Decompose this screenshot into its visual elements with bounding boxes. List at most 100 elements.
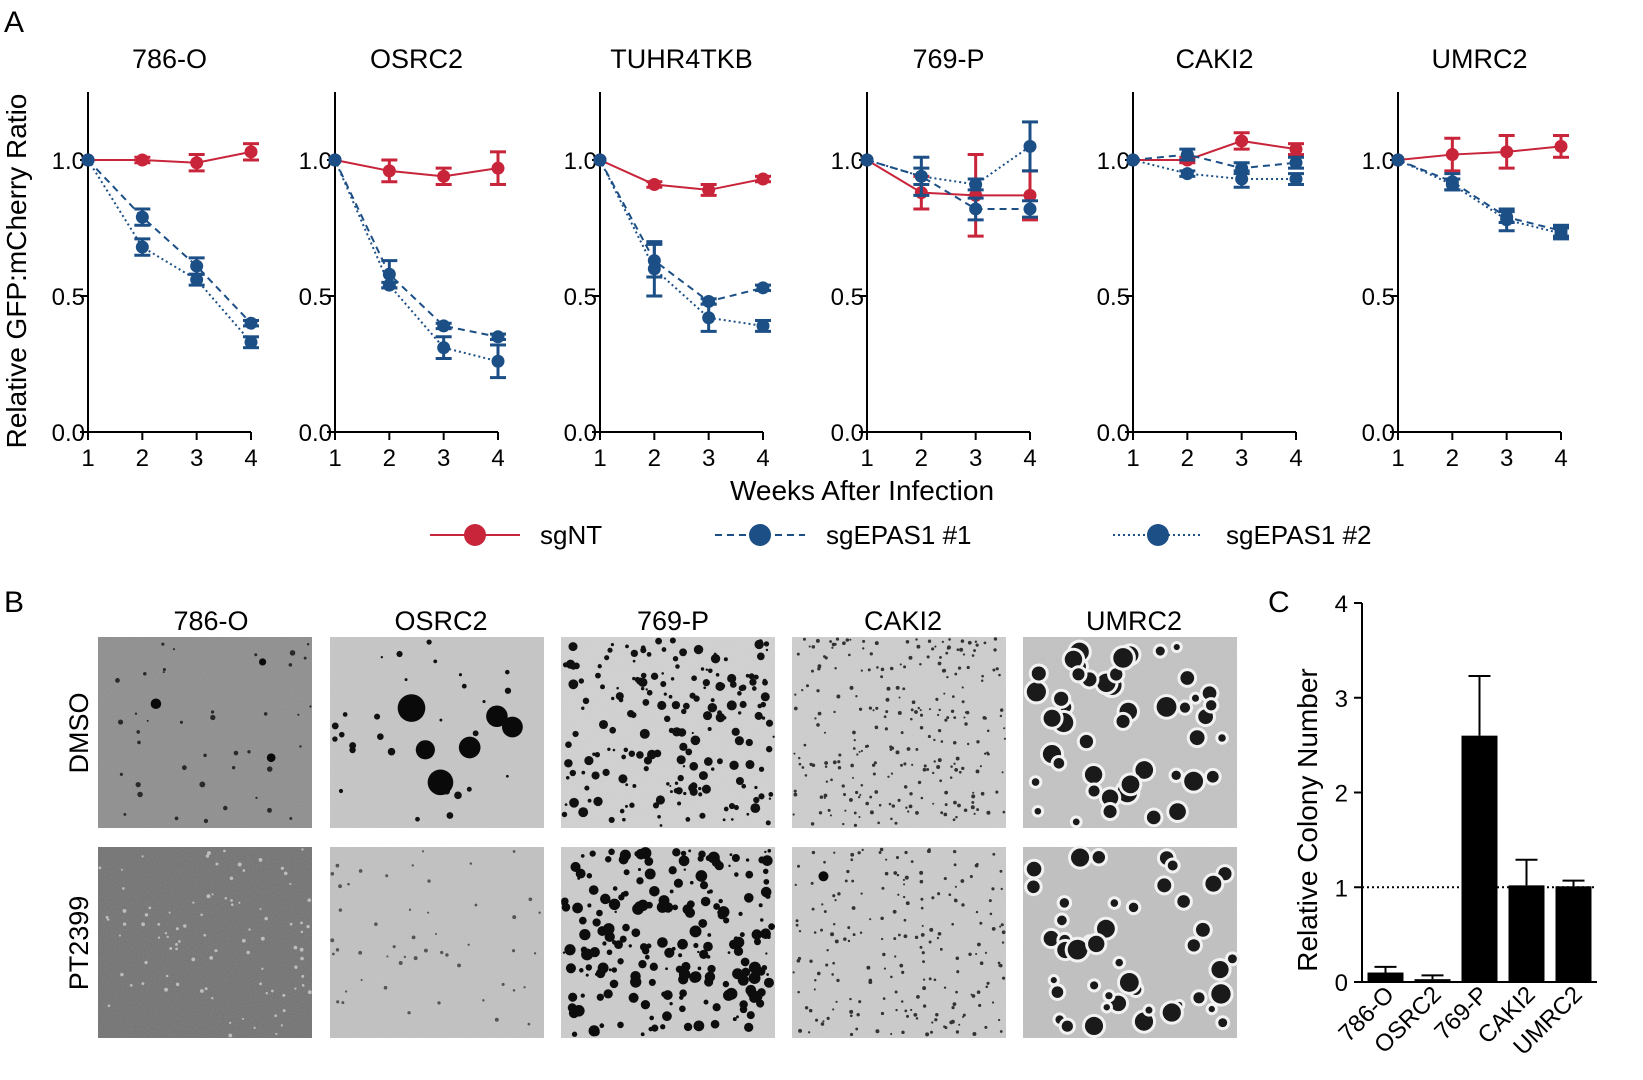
colony [299, 947, 304, 952]
colony [754, 711, 763, 720]
data-point-sgnt-umrc2 [1554, 139, 1568, 153]
colony [803, 743, 807, 747]
colony [978, 1003, 982, 1008]
colony [792, 971, 795, 974]
colony [1051, 986, 1064, 998]
colony [582, 697, 590, 705]
colony [844, 809, 847, 812]
data-point-sgnt-tuhr4tkb [756, 172, 770, 186]
colony [640, 645, 646, 651]
colony [625, 644, 629, 649]
colony [699, 881, 709, 890]
colony [811, 907, 815, 911]
colony [897, 893, 900, 896]
colony [205, 854, 210, 858]
colony [1173, 643, 1180, 651]
colony [505, 774, 509, 778]
colony [1128, 902, 1139, 913]
colony [293, 945, 298, 950]
colony [1218, 734, 1226, 742]
colony [848, 797, 853, 802]
colony [657, 937, 668, 948]
large-colony [397, 694, 426, 722]
colony [423, 948, 428, 953]
colony [958, 1023, 961, 1026]
bar-umrc2 [1555, 886, 1592, 982]
colony [741, 967, 751, 977]
colony [753, 674, 759, 680]
colony [880, 1011, 885, 1016]
colony [842, 641, 846, 646]
colony [561, 903, 571, 912]
colony [849, 638, 852, 641]
colony [853, 811, 857, 815]
colony [398, 961, 403, 965]
colony [289, 817, 293, 820]
colony [904, 850, 908, 855]
colony [949, 776, 953, 779]
colony [811, 850, 816, 855]
colony [871, 763, 876, 767]
y-tick-label-osrc2: 0.5 [299, 284, 332, 311]
colony [630, 649, 638, 658]
colony [966, 742, 970, 746]
colony [264, 916, 268, 921]
colony [732, 968, 744, 980]
colony [878, 851, 882, 855]
colony [300, 930, 304, 934]
colony [974, 863, 979, 868]
colony [944, 790, 949, 795]
colony [527, 1022, 531, 1026]
colony [1134, 1012, 1154, 1031]
colony [751, 686, 757, 691]
colony [872, 709, 875, 712]
colony [932, 771, 935, 775]
colony [795, 923, 799, 927]
x-tick-label-osrc2: 4 [491, 445, 504, 472]
colony [926, 849, 931, 854]
colony [649, 962, 658, 971]
x-tick-label-786-o: 3 [190, 445, 203, 472]
large-colony [259, 658, 267, 666]
colony [915, 810, 919, 815]
colony [984, 1025, 988, 1029]
colony [697, 950, 700, 954]
colony [685, 817, 691, 822]
colony [684, 1023, 688, 1027]
colony [690, 782, 698, 790]
colony [955, 815, 958, 819]
colony [919, 662, 922, 666]
colony [644, 954, 650, 960]
colony [596, 909, 603, 917]
colony [845, 638, 850, 642]
colony [122, 908, 127, 913]
colony [706, 890, 711, 894]
data-point-sgnt-osrc2 [382, 164, 396, 178]
x-tick-label-786-o: 4 [244, 445, 257, 472]
colony [765, 893, 771, 899]
colony [707, 668, 713, 674]
colony [469, 862, 473, 865]
colony [595, 672, 601, 679]
colony [921, 951, 925, 955]
colony [969, 874, 973, 879]
colony [1191, 694, 1200, 702]
x-tick-label-osrc2: 1 [328, 445, 341, 472]
colony [823, 793, 828, 798]
colony [920, 897, 924, 901]
colony [209, 955, 214, 960]
micrograph-caki2-pt2399 [792, 847, 1006, 1038]
colony [953, 863, 957, 867]
colony [623, 747, 629, 753]
colony [670, 677, 675, 681]
colony [832, 894, 836, 898]
colony [685, 748, 693, 756]
colony [161, 642, 165, 646]
colony [1205, 700, 1217, 711]
colony [598, 719, 609, 730]
colony [731, 854, 740, 863]
colony [810, 669, 814, 673]
colony [976, 990, 981, 994]
colony [836, 694, 841, 699]
colony [241, 1017, 244, 1020]
